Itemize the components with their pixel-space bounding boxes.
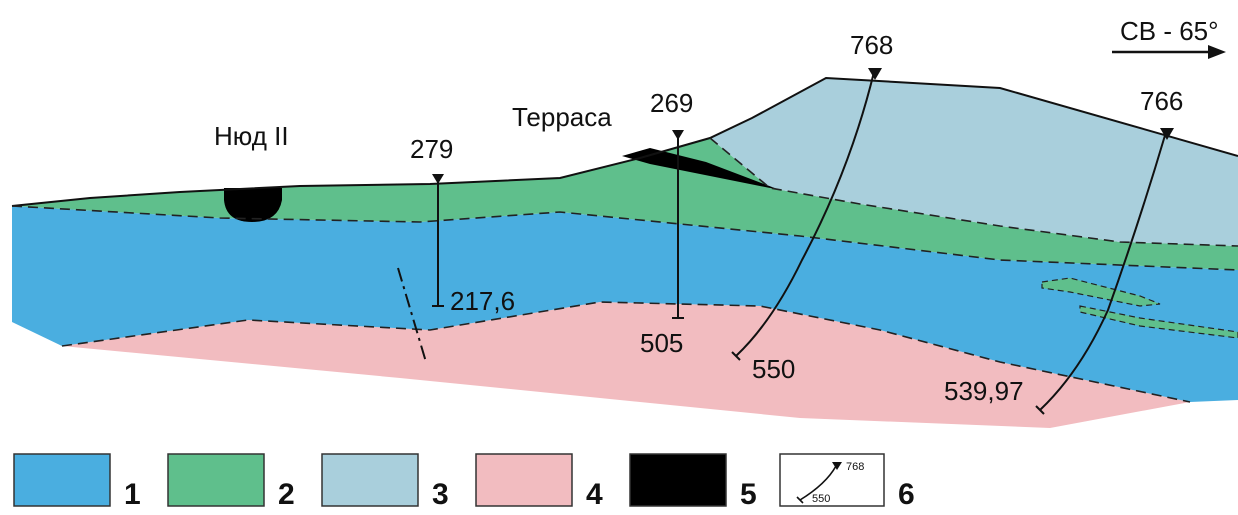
legend-number-3: 3 (432, 478, 449, 511)
layer-3-area (710, 78, 1238, 246)
layer-5-body-terrace (622, 148, 780, 190)
borehole-768-bottom-label: 550 (752, 354, 795, 384)
legend-number-6: 6 (898, 478, 915, 511)
layer-2-area (12, 138, 1238, 270)
legend-number-5: 5 (740, 478, 757, 511)
boundary-2-1 (11, 205, 1238, 271)
layer-4-area (62, 302, 1190, 428)
borehole-269-top-label: 269 (650, 88, 693, 118)
borehole-279: 279 217,6 (410, 134, 515, 316)
borehole-269-bottom-label: 505 (640, 328, 683, 358)
legend-6-sample-bottom: 550 (812, 493, 830, 505)
borehole-766: 766 539,97 (944, 86, 1183, 415)
legend-item-2: 2 (167, 453, 295, 511)
legend-item-5: 5 (629, 453, 757, 511)
legend-number-4: 4 (586, 478, 603, 511)
lens-2 (1079, 305, 1238, 339)
legend-item-1: 1 (13, 453, 141, 511)
legend-swatch-2 (167, 453, 265, 507)
place-label-nyud: Нюд II (214, 121, 289, 151)
direction-label: СВ - 65° (1120, 16, 1219, 46)
borehole-279-top-label: 279 (410, 134, 453, 164)
legend-swatch-1 (13, 453, 111, 507)
lens-1 (1041, 277, 1161, 307)
ground-surface-line (11, 76, 1238, 207)
borehole-269: 269 505 (640, 88, 693, 358)
borehole-768: 768 550 (731, 30, 893, 384)
legend-6-sample-top: 768 (846, 461, 864, 473)
place-label-terrace: Терраса (512, 102, 612, 132)
borehole-766-top-label: 766 (1140, 86, 1183, 116)
legend-swatch-6 (779, 453, 885, 507)
legend-swatch-5 (629, 453, 727, 507)
borehole-768-top-label: 768 (850, 30, 893, 60)
legend-number-2: 2 (278, 478, 295, 511)
legend-item-3: 3 (321, 453, 449, 511)
legend-number-1: 1 (124, 478, 141, 511)
legend-swatch-4 (475, 453, 573, 507)
direction-arrow-icon (1112, 45, 1226, 59)
fault-line (397, 267, 427, 363)
borehole-766-bottom-label: 539,97 (944, 376, 1024, 406)
legend-item-6: 768 550 6 (779, 453, 915, 511)
legend-item-4: 4 (475, 453, 603, 511)
boundary-3-2 (709, 137, 1238, 247)
legend: 1 2 3 4 5 768 550 6 (13, 453, 915, 511)
legend-swatch-3 (321, 453, 419, 507)
borehole-symbol-icon (796, 462, 842, 504)
layer-5-body-nyud (224, 188, 282, 222)
layer-1-area (12, 206, 1238, 402)
borehole-279-bottom-label: 217,6 (450, 286, 515, 316)
boundary-1-4 (61, 301, 1191, 403)
